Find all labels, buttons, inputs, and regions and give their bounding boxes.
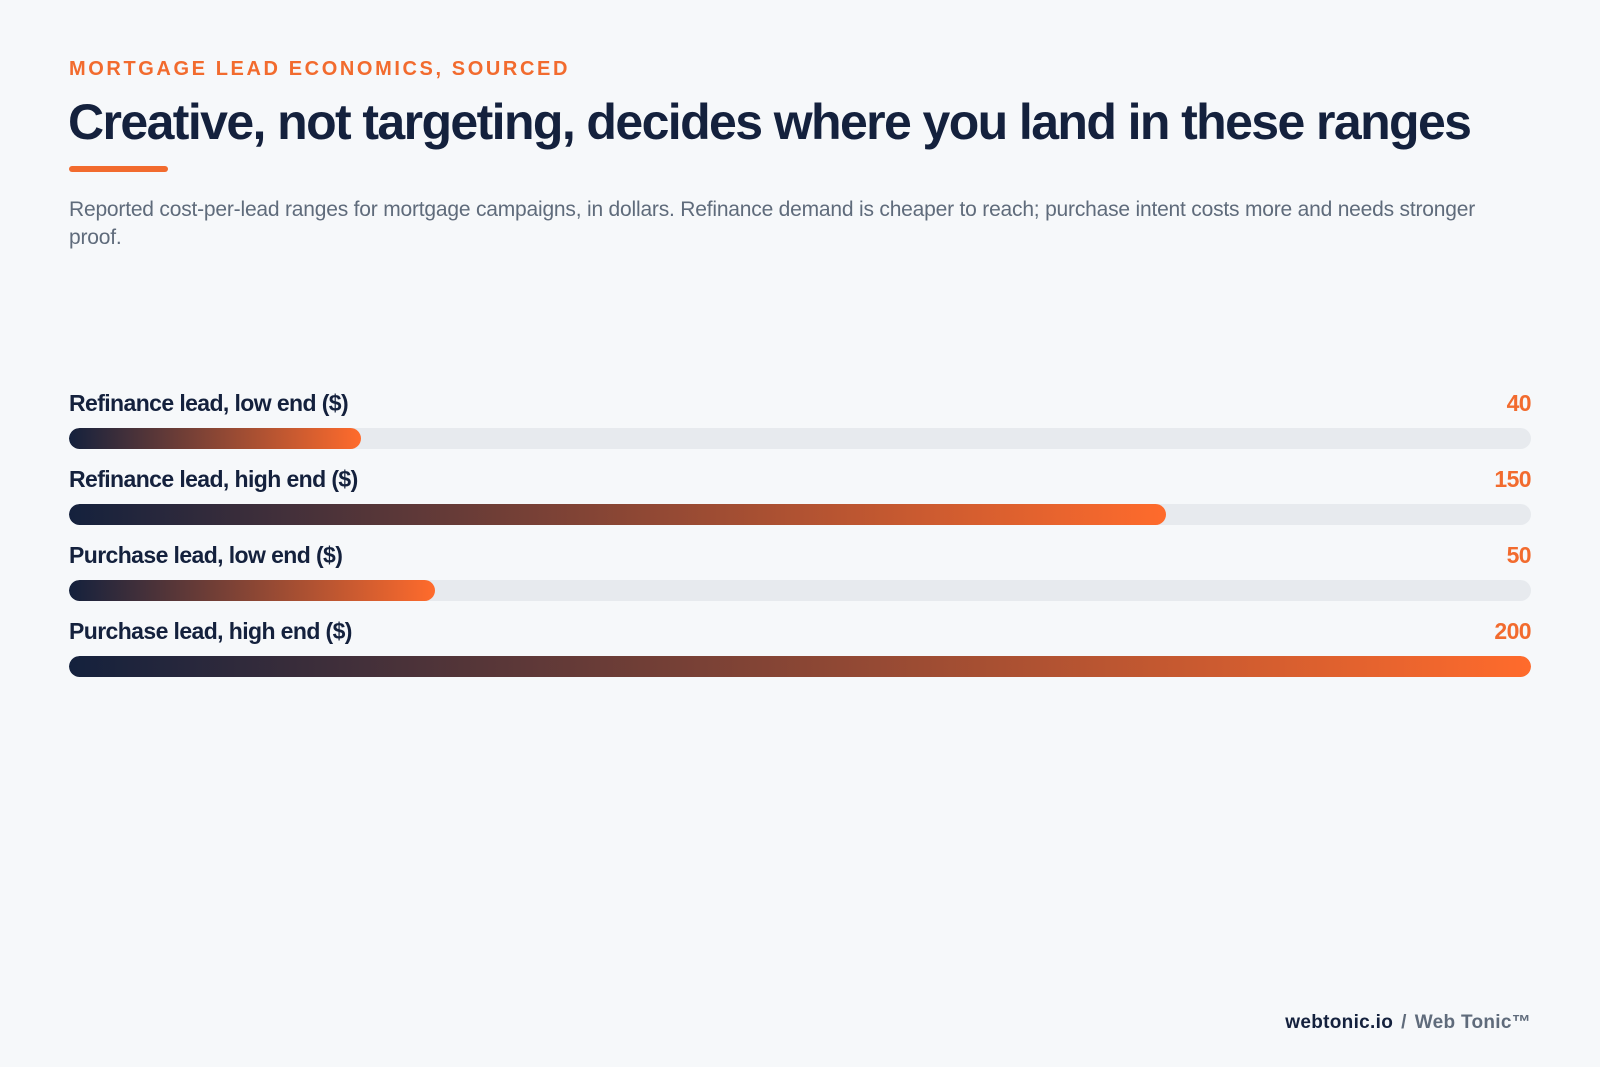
bar-row: Purchase lead, high end ($) 200 xyxy=(69,608,1532,678)
bar-row: Purchase lead, low end ($) 50 xyxy=(69,532,1532,602)
eyebrow-label: MORTGAGE LEAD ECONOMICS, SOURCED xyxy=(69,58,570,80)
bar-track xyxy=(69,580,1531,601)
footer-credit: webtonic.io / Web Tonic™ xyxy=(1285,1012,1531,1034)
footer-site[interactable]: webtonic.io xyxy=(1285,1012,1394,1033)
bar xyxy=(69,428,361,449)
bar-row: Refinance lead, low end ($) 40 xyxy=(69,380,1532,450)
bar-label: Refinance lead, low end ($) xyxy=(69,390,349,416)
footer-separator: / xyxy=(1401,1012,1407,1033)
chart-title: Creative, not targeting, decides where y… xyxy=(68,94,1472,150)
footer-brand: Web Tonic™ xyxy=(1414,1012,1531,1033)
bar-value-label: 40 xyxy=(1506,390,1532,416)
bar-label: Refinance lead, high end ($) xyxy=(69,466,358,492)
bar-row: Refinance lead, high end ($) 150 xyxy=(69,456,1532,526)
chart-subtitle: Reported cost-per-lead ranges for mortga… xyxy=(69,198,1475,249)
bar-track xyxy=(69,428,1531,449)
bar xyxy=(69,580,435,601)
bar xyxy=(69,656,1531,677)
bar xyxy=(69,504,1166,525)
bar-track xyxy=(69,656,1531,677)
bar-track xyxy=(69,504,1531,525)
bar-value-label: 150 xyxy=(1494,466,1531,492)
bar-label: Purchase lead, low end ($) xyxy=(69,542,343,568)
bar-value-label: 200 xyxy=(1494,618,1531,644)
bar-value-label: 50 xyxy=(1506,542,1532,568)
bar-label: Purchase lead, high end ($) xyxy=(69,618,352,644)
title-accent-rule xyxy=(69,166,168,172)
